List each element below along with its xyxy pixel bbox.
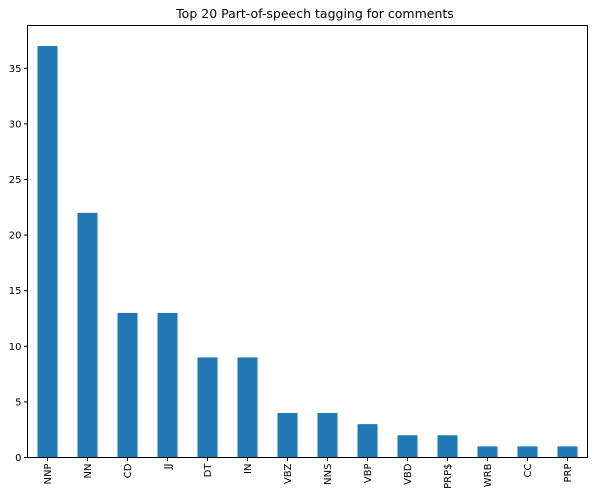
x-tick-label: PRP	[563, 464, 574, 483]
bar-nn	[77, 212, 98, 458]
x-tick-label: NNP	[43, 464, 54, 485]
y-tick-label: 15	[9, 286, 22, 297]
bar-prp	[557, 446, 578, 458]
bar-vbp	[357, 424, 378, 458]
bar-nns	[317, 413, 338, 458]
x-tick-label: PRP$	[443, 464, 454, 489]
x-tick-label: JJ	[163, 464, 174, 471]
bar-jj	[157, 312, 178, 458]
bar-prp	[437, 435, 458, 458]
x-axis-ticks: NNP NN CD JJ DT IN VBZ NNS VBP VBD PRP$ WRB CC PRP	[43, 457, 574, 489]
x-tick-label: CD	[123, 463, 134, 478]
y-tick-label: 35	[9, 64, 22, 75]
y-tick-label: 30	[9, 119, 22, 130]
bar-wrb	[477, 446, 498, 458]
y-tick-label: 10	[9, 342, 22, 353]
bar-cd	[117, 312, 138, 458]
x-tick-label: DT	[203, 463, 214, 478]
bar-nnp	[37, 46, 58, 458]
bar-in	[237, 357, 258, 458]
x-tick-label: IN	[243, 464, 254, 474]
y-tick-label: 5	[15, 397, 21, 408]
x-tick-label: CC	[523, 463, 534, 477]
bar-vbz	[277, 413, 298, 458]
y-tick-label: 25	[9, 175, 22, 186]
x-tick-label: WRB	[483, 463, 494, 487]
bars-group	[37, 46, 578, 458]
x-tick-label: VBZ	[283, 463, 294, 484]
x-tick-label: VBP	[363, 464, 374, 484]
chart-title: Top 20 Part-of-speech tagging for commen…	[175, 6, 454, 21]
bar-dt	[197, 357, 218, 458]
y-tick-label: 0	[15, 453, 21, 464]
bar-vbd	[397, 435, 418, 458]
x-tick-label: NN	[83, 464, 94, 479]
bar-cc	[517, 446, 538, 458]
x-tick-label: NNS	[323, 464, 334, 485]
y-axis-ticks: 0 5 10 15 20 25 30 35	[9, 64, 28, 464]
y-tick-label: 20	[9, 231, 22, 242]
plot-frame	[27, 25, 588, 458]
x-tick-label: VBD	[403, 463, 414, 485]
